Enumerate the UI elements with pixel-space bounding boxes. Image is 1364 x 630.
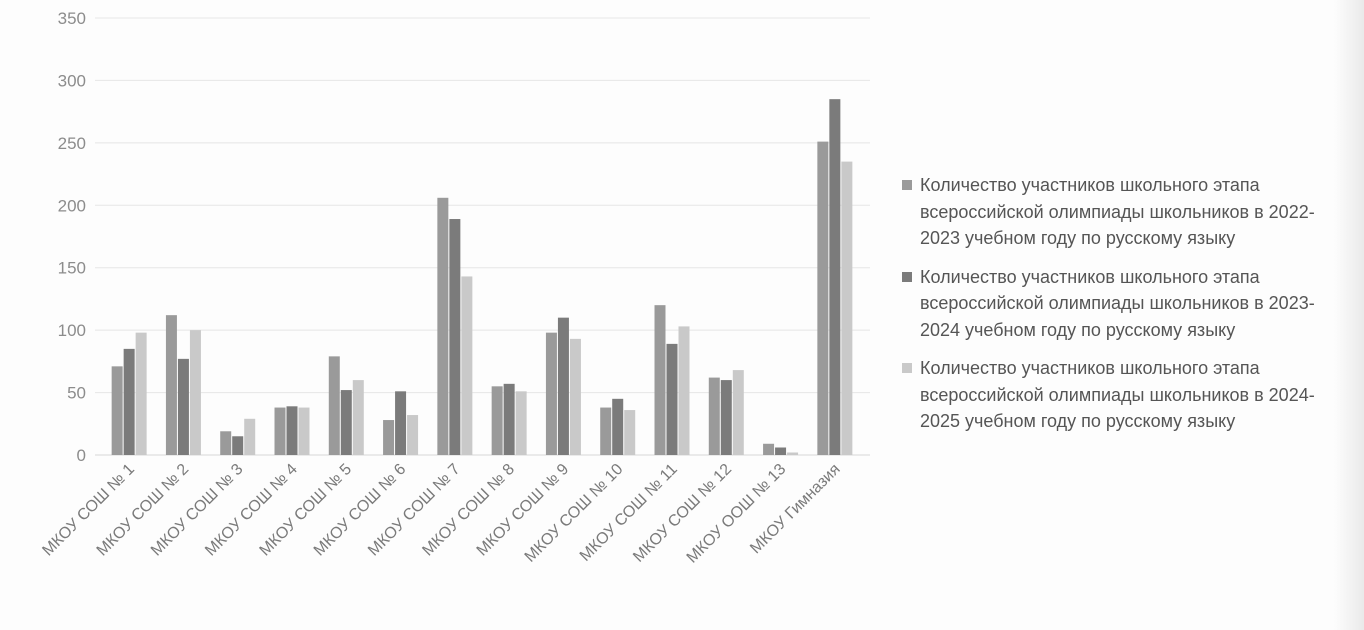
- legend-marker-series-2: [902, 271, 912, 282]
- bar-series-3-cat-6: [407, 415, 419, 455]
- bar-series-1-cat-11: [654, 305, 666, 455]
- bar-series-1-cat-1: [111, 366, 123, 455]
- y-tick-label: 100: [58, 321, 86, 340]
- bar-series-3-cat-9: [569, 338, 581, 455]
- legend-label-series-3: Количество участников школьного этапа вс…: [920, 358, 1315, 431]
- legend: Количество участников школьного этапа вс…: [902, 172, 1332, 447]
- legend-item-2022-2023: Количество участников школьного этапа вс…: [902, 172, 1332, 252]
- bar-series-3-cat-1: [135, 332, 147, 455]
- y-tick-label: 250: [58, 134, 86, 153]
- legend-marker-series-1: [902, 180, 912, 190]
- x-category-label: МКОУ СОШ № 4: [202, 461, 301, 560]
- x-category-label: МКОУ СОШ № 8: [419, 461, 518, 560]
- bars: [111, 99, 853, 456]
- bar-series-3-cat-3: [244, 418, 256, 455]
- gridlines: [95, 17, 870, 456]
- bar-series-2-cat-4: [286, 406, 298, 455]
- bar-series-3-cat-7: [461, 276, 473, 455]
- bar-series-1-cat-8: [491, 386, 503, 455]
- x-category-label: МКОУ СОШ № 12: [630, 461, 735, 566]
- bar-series-3-cat-11: [678, 326, 690, 455]
- bar-series-1-cat-4: [274, 407, 286, 455]
- y-tick-label: 150: [58, 259, 86, 278]
- x-category-label: МКОУ СОШ № 11: [577, 461, 681, 565]
- y-tick-label: 0: [77, 446, 86, 465]
- bar-series-1-cat-7: [437, 197, 449, 455]
- y-axis-ticks: 0 50 100 150 200 250 300 350: [58, 9, 86, 465]
- scan-edge-shadow: [1334, 0, 1364, 630]
- x-category-label: МКОУ СОШ № 1: [39, 461, 138, 560]
- x-category-label: МКОУ СОШ № 2: [94, 461, 193, 560]
- x-category-label: МКОУ СОШ № 9: [474, 461, 573, 560]
- bar-series-1-cat-9: [545, 332, 557, 455]
- bar-series-2-cat-12: [720, 380, 732, 455]
- bar-series-2-cat-8: [503, 383, 515, 455]
- bar-series-2-cat-5: [340, 390, 352, 455]
- bar-series-3-cat-4: [298, 407, 310, 455]
- bar-series-2-cat-6: [395, 391, 407, 455]
- legend-item-2024-2025: Количество участников школьного этапа вс…: [902, 355, 1332, 435]
- bar-series-3-cat-5: [352, 380, 364, 455]
- bar-series-2-cat-9: [557, 317, 569, 455]
- bar-series-2-cat-14: [829, 99, 841, 456]
- y-tick-label: 350: [58, 9, 86, 28]
- y-tick-label: 200: [58, 196, 86, 215]
- bar-series-2-cat-2: [177, 358, 189, 455]
- bar-series-3-cat-2: [189, 330, 201, 455]
- bar-series-1-cat-6: [383, 420, 395, 455]
- bar-series-3-cat-12: [732, 370, 744, 455]
- bar-series-2-cat-10: [612, 398, 624, 455]
- bar-series-3-cat-8: [515, 391, 527, 455]
- bar-series-1-cat-12: [708, 377, 720, 455]
- legend-label-series-1: Количество участников школьного этапа вс…: [920, 175, 1315, 248]
- legend-item-2023-2024: Количество участников школьного этапа вс…: [902, 264, 1332, 344]
- bar-series-3-cat-10: [624, 410, 636, 455]
- bar-series-1-cat-13: [763, 443, 775, 455]
- bar-series-2-cat-1: [123, 348, 135, 455]
- bar-series-2-cat-3: [232, 436, 244, 455]
- bar-series-1-cat-3: [220, 431, 232, 455]
- bar-series-2-cat-11: [666, 343, 678, 455]
- bar-series-1-cat-2: [165, 315, 177, 455]
- legend-marker-series-3: [902, 363, 912, 373]
- bar-series-1-cat-5: [328, 356, 340, 455]
- x-category-label: МКОУ СОШ № 10: [522, 461, 627, 566]
- y-tick-label: 300: [58, 71, 86, 90]
- bar-series-2-cat-13: [775, 447, 787, 455]
- legend-label-series-2: Количество участников школьного этапа вс…: [920, 266, 1315, 340]
- bar-series-3-cat-14: [841, 161, 853, 456]
- bar-series-1-cat-14: [817, 141, 829, 455]
- bar-series-1-cat-10: [600, 407, 612, 455]
- x-category-label: МКОУ ООШ № 13: [684, 461, 790, 567]
- y-tick-label: 50: [67, 384, 86, 403]
- x-category-label: МКОУ СОШ № 6: [311, 461, 410, 560]
- x-category-label: МКОУ СОШ № 7: [365, 461, 464, 560]
- bar-series-3-cat-13: [787, 452, 799, 455]
- x-category-label: МКОУ СОШ № 3: [148, 461, 247, 560]
- bar-series-2-cat-7: [449, 219, 461, 455]
- x-category-label: МКОУ СОШ № 5: [257, 461, 356, 560]
